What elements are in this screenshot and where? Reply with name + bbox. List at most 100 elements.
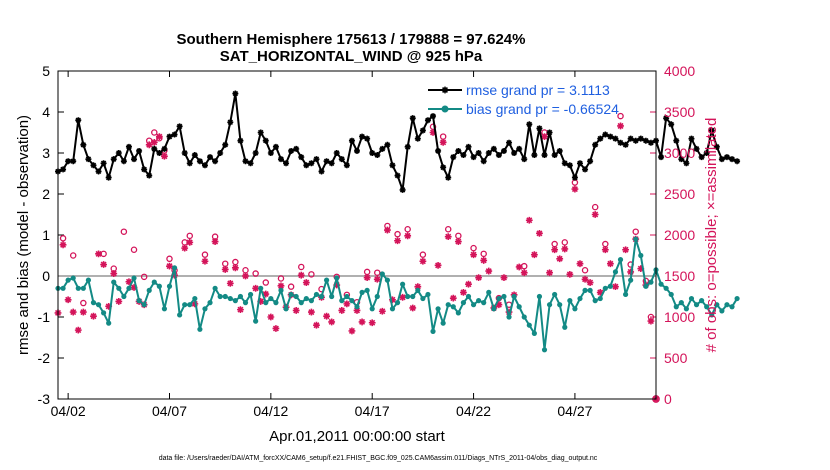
rmse-point — [328, 160, 335, 167]
obs-possible-point — [298, 263, 305, 271]
obs-assimilated-point — [378, 307, 386, 315]
rmse-point — [277, 156, 284, 163]
bias-point — [506, 314, 512, 320]
bias-point — [638, 252, 644, 259]
rmse-point — [424, 117, 431, 124]
bias-point — [683, 306, 690, 312]
obs-assimilated-point — [485, 267, 493, 275]
bias-point — [197, 326, 203, 332]
rmse-point — [399, 186, 406, 193]
bias-point — [146, 287, 152, 293]
obs-assimilated-point — [252, 284, 260, 292]
bias-point — [288, 291, 294, 298]
obs-assimilated-point — [581, 275, 589, 283]
bias-point — [572, 306, 578, 312]
bias-point — [435, 306, 441, 312]
bias-point — [329, 293, 335, 300]
y-left-tick-label-1: 4 — [42, 104, 50, 120]
obs-assimilated-point — [110, 270, 118, 277]
rmse-point — [536, 125, 543, 132]
rmse-point — [70, 158, 77, 165]
obs-assimilated-point — [627, 268, 635, 276]
bias-point — [207, 300, 213, 306]
bias-point — [693, 302, 700, 308]
obs-assimilated-point — [536, 229, 543, 237]
rmse-point — [252, 150, 259, 156]
bias-point — [136, 298, 142, 304]
obs-assimilated-point — [480, 257, 488, 264]
x-tick-label-4: 04/22 — [456, 403, 491, 419]
rmse-point — [475, 150, 482, 156]
legend-rmse-marker — [441, 86, 449, 94]
bias-point — [410, 293, 416, 300]
bias-point — [516, 304, 522, 310]
bias-point — [394, 300, 401, 306]
rmse-point — [156, 150, 163, 156]
bias-point — [658, 281, 664, 287]
bias-point — [65, 277, 71, 283]
obs-assimilated-point — [125, 278, 133, 286]
obs-possible-point — [232, 258, 239, 266]
obs-assimilated-point — [551, 246, 559, 254]
obs-possible-point — [455, 232, 462, 240]
bias-point — [476, 298, 482, 304]
rmse-point — [602, 131, 609, 138]
bias-point — [202, 306, 208, 312]
obs-assimilated-point — [606, 260, 614, 268]
obs-possible-point — [69, 252, 77, 259]
rmse-point — [80, 141, 87, 148]
rmse-point — [318, 168, 325, 175]
rmse-point — [105, 174, 112, 181]
x-tick-label-5: 04/27 — [557, 403, 592, 419]
obs-possible-point — [602, 240, 609, 248]
bias-point — [699, 298, 705, 304]
rmse-point — [435, 147, 442, 154]
bias-point — [187, 302, 193, 308]
x-tick-label-0: 04/02 — [51, 403, 86, 419]
obs-assimilated-point — [115, 298, 123, 305]
rmse-point — [622, 141, 629, 148]
obs-assimilated-point — [267, 313, 275, 321]
y-right-tick-label-8: 0 — [664, 391, 672, 407]
obs-assimilated-point — [530, 251, 538, 259]
obs-possible-point — [591, 203, 599, 211]
rmse-point — [374, 152, 381, 159]
rmse-point — [658, 154, 665, 161]
bias-point — [415, 287, 421, 293]
obs-possible-point — [363, 268, 371, 276]
rmse-point — [323, 158, 330, 165]
bias-point — [75, 285, 81, 291]
rmse-point — [65, 158, 72, 165]
rmse-point — [303, 162, 310, 169]
y-right-tick-label-7: 500 — [664, 350, 688, 366]
rmse-point — [338, 156, 345, 163]
rmse-point — [592, 141, 599, 148]
obs-possible-point — [201, 251, 209, 258]
x-tick-labels: 04/02 04/07 04/12 04/17 04/22 04/27 — [51, 403, 593, 419]
plot-frame — [57, 70, 657, 400]
bias-point — [460, 300, 467, 306]
bias-point — [273, 300, 279, 306]
y-left-tick-label-8: -3 — [38, 391, 51, 407]
rmse-point — [440, 164, 447, 171]
rmse-point — [100, 160, 107, 167]
bias-point — [212, 285, 218, 291]
rmse-point — [632, 137, 639, 144]
obs-assimilated-point — [186, 238, 194, 246]
y-left-tick-label-2: 3 — [42, 145, 50, 161]
bias-point — [369, 306, 375, 312]
rmse-point — [430, 113, 437, 120]
rmse-point — [637, 135, 644, 142]
obs-assimilated-point — [231, 264, 239, 272]
rmse-point — [465, 143, 472, 150]
bias-point — [95, 302, 102, 308]
rmse-point — [181, 150, 188, 156]
bias-point — [101, 310, 107, 316]
obs-assimilated-point — [546, 269, 553, 277]
obs-possible-point — [632, 228, 639, 235]
rmse-point — [541, 152, 548, 159]
rmse-point — [495, 152, 502, 159]
obs-assimilated-point — [541, 133, 548, 140]
obs-possible-point — [277, 275, 285, 282]
